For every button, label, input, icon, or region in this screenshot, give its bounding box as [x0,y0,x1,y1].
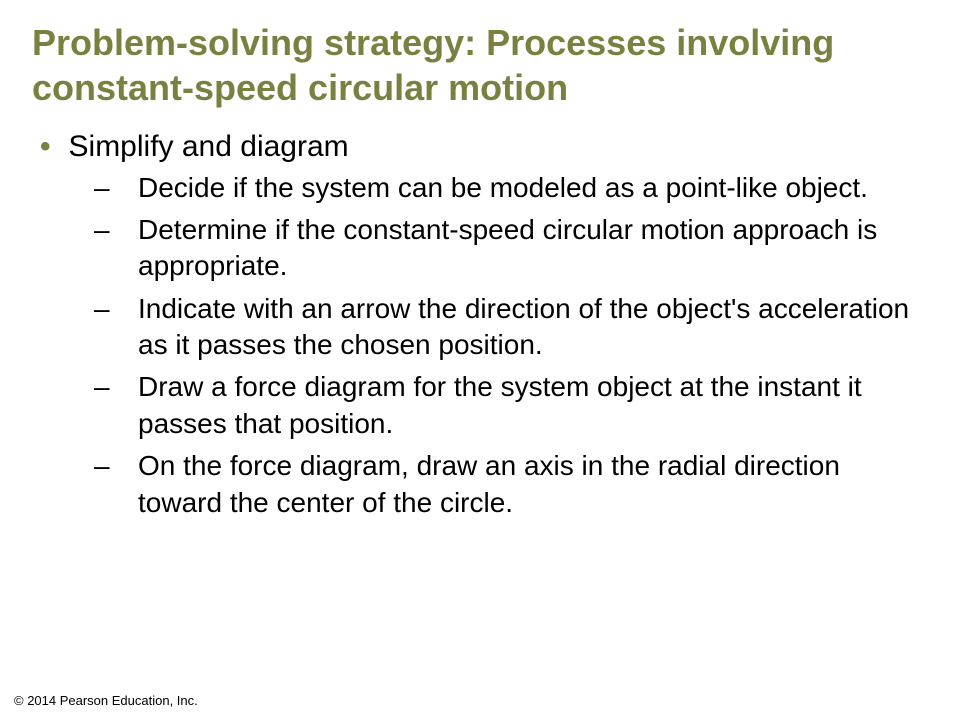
dash-marker-icon: – [94,170,112,206]
bullet-marker-icon: • [40,128,51,166]
dash-marker-icon: – [94,448,112,484]
main-bullet-item: • Simplify and diagram [40,128,928,166]
sub-bullet-list: – Decide if the system can be modeled as… [32,170,928,522]
sub-bullet-text: On the force diagram, draw an axis in th… [138,448,928,521]
main-bullet-text: Simplify and diagram [69,128,349,166]
dash-marker-icon: – [94,212,112,248]
sub-bullet-text: Determine if the constant-speed circular… [138,212,928,285]
sub-bullet-text: Decide if the system can be modeled as a… [138,170,868,206]
sub-bullet-item: – Decide if the system can be modeled as… [94,170,928,206]
dash-marker-icon: – [94,291,112,327]
dash-marker-icon: – [94,369,112,405]
sub-bullet-item: – Indicate with an arrow the direction o… [94,291,928,364]
sub-bullet-item: – Draw a force diagram for the system ob… [94,369,928,442]
sub-bullet-item: – Determine if the constant-speed circul… [94,212,928,285]
slide-title: Problem-solving strategy: Processes invo… [32,20,928,110]
main-bullet-list: • Simplify and diagram [32,128,928,166]
copyright-text: © 2014 Pearson Education, Inc. [14,693,198,708]
sub-bullet-item: – On the force diagram, draw an axis in … [94,448,928,521]
sub-bullet-text: Draw a force diagram for the system obje… [138,369,928,442]
sub-bullet-text: Indicate with an arrow the direction of … [138,291,928,364]
